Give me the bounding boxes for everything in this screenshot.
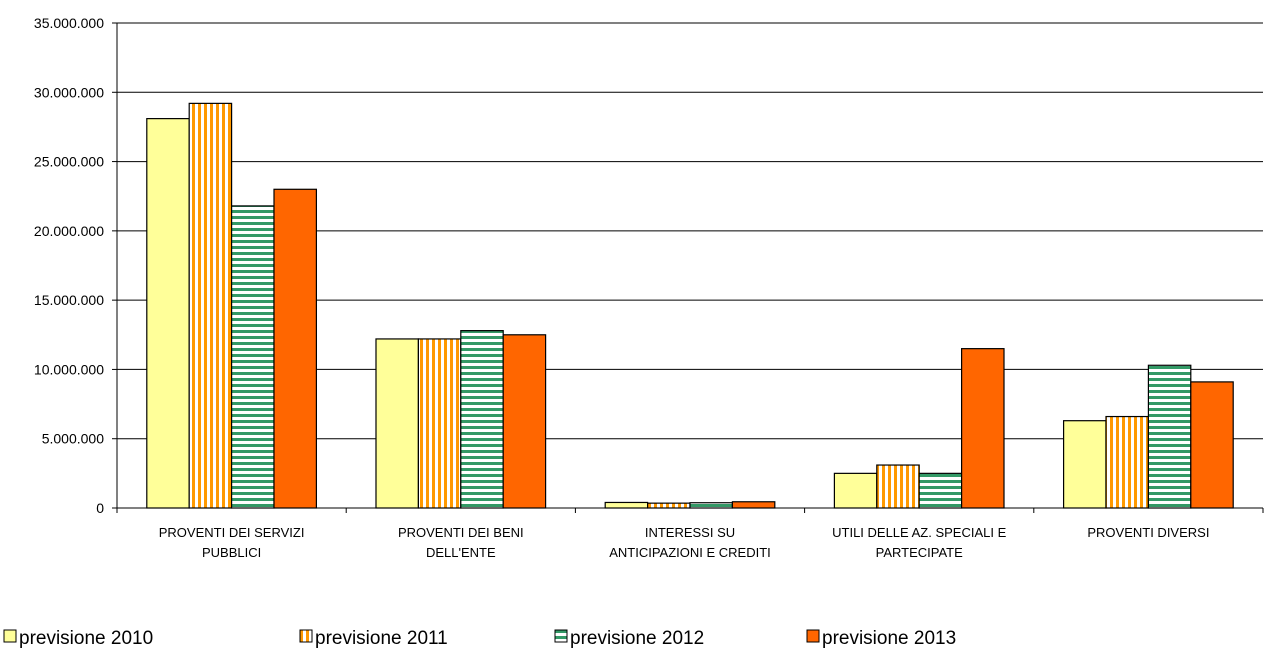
bar (502, 334, 547, 509)
y-tick-label: 25.000.000 (34, 154, 104, 170)
x-category-label: DELL'ENTE (426, 545, 496, 560)
bar (961, 348, 1005, 509)
bar (375, 338, 419, 509)
legend-label: previsione 2013 (822, 628, 956, 649)
bar (833, 472, 878, 509)
legend-swatch (554, 629, 568, 643)
bar (876, 464, 920, 509)
legend-swatch (299, 629, 313, 643)
x-axis-category-labels: PROVENTI DEI SERVIZI PUBBLICI PROVENTI DEI… (159, 525, 1210, 560)
bar (1147, 364, 1192, 509)
bar (918, 472, 963, 509)
x-category-label: PUBBLICI (202, 545, 261, 560)
bar (273, 188, 318, 509)
axes (112, 22, 1264, 513)
x-category-label: PROVENTI DEI SERVIZI (159, 525, 305, 540)
bar (417, 338, 462, 509)
y-tick-label: 0 (96, 500, 104, 516)
x-category-label: PARTECIPATE (876, 545, 963, 560)
legend: previsione 2010 previsione 2011 previsione… (3, 628, 956, 649)
x-category-label: ANTICIPAZIONI E CREDITI (609, 545, 771, 560)
bar (1190, 381, 1234, 509)
legend-swatch (806, 629, 820, 643)
y-tick-label: 10.000.000 (34, 361, 104, 377)
bar (188, 102, 233, 509)
y-tick-label: 20.000.000 (34, 223, 104, 239)
bar (231, 205, 275, 509)
bar (689, 502, 734, 509)
bar (646, 502, 691, 509)
y-tick-label: 5.000.000 (42, 431, 104, 447)
x-category-label: PROVENTI DEI BENI (398, 525, 524, 540)
legend-label: previsione 2012 (570, 628, 704, 649)
legend-swatch (3, 629, 17, 643)
legend-label: previsione 2010 (19, 628, 153, 649)
x-category-label: PROVENTI DIVERSI (1087, 525, 1209, 540)
y-tick-label: 35.000.000 (34, 15, 104, 31)
bar (146, 118, 190, 509)
bar (731, 501, 776, 509)
y-axis-tick-labels: 0 5.000.000 10.000.000 15.000.000 20.000.000… (34, 15, 104, 516)
y-tick-label: 30.000.000 (34, 84, 104, 100)
bars (146, 102, 1234, 509)
bar (604, 501, 649, 509)
bar (460, 330, 504, 509)
y-tick-label: 15.000.000 (34, 292, 104, 308)
legend-label: previsione 2011 (315, 628, 448, 649)
bar (1062, 420, 1107, 509)
bar (1105, 415, 1150, 509)
x-category-label: INTERESSI SU (645, 525, 735, 540)
x-category-label: UTILI DELLE AZ. SPECIALI E (832, 525, 1006, 540)
